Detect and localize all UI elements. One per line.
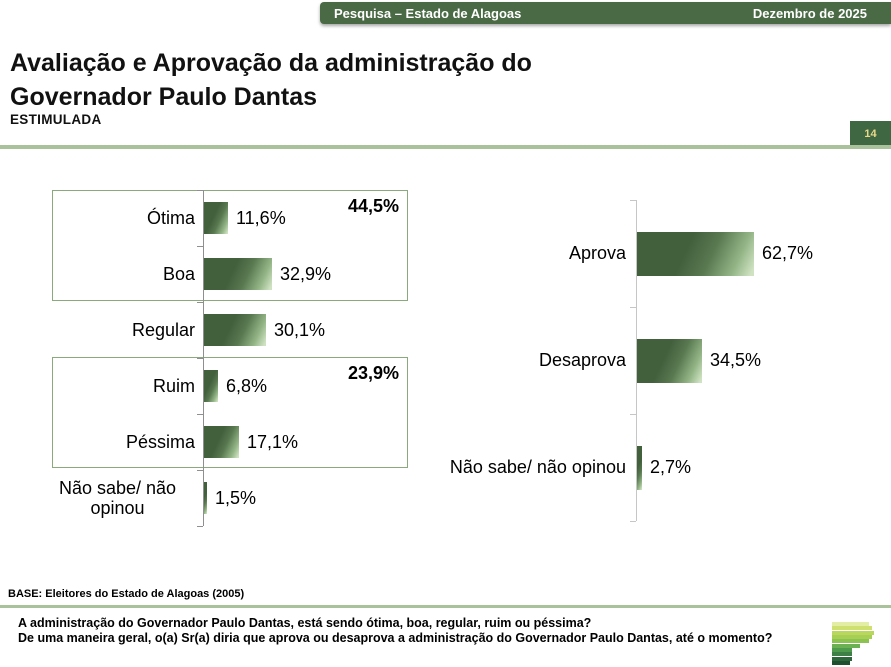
category-label: Péssima <box>125 431 195 452</box>
category-label: Regular <box>131 319 195 340</box>
category-label: Desaprova <box>538 350 626 371</box>
header-bar: Pesquisa – Estado de Alagoas Dezembro de… <box>320 2 891 24</box>
approval-chart: Aprova 62,7% Desaprova 34,5% Não sabe/ não o… <box>440 200 891 522</box>
survey-question-2: De uma maneira geral, o(a) Sr(a) diria q… <box>18 631 773 645</box>
y-axis <box>636 200 637 521</box>
page-title-line1: Avaliação e Aprovação da administração d… <box>10 49 532 77</box>
category-label: Aprova <box>568 243 626 264</box>
logo-bar <box>832 639 869 644</box>
logo-bar <box>832 661 850 666</box>
page-title: Avaliação e Aprovação da administração d… <box>10 46 532 114</box>
value-label: 1,5% <box>215 487 257 508</box>
value-label: 62,7% <box>762 243 814 263</box>
survey-question-1: A administração do Governador Paulo Dant… <box>18 616 592 630</box>
axis-tick <box>197 526 203 527</box>
chart-row: Desaprova 34,5% <box>440 307 891 414</box>
value-label: 30,1% <box>274 319 326 340</box>
value-label: 32,9% <box>280 263 332 284</box>
category-label: Boa <box>162 263 195 284</box>
chart-row: Péssima 17,1% <box>40 414 460 470</box>
axis-tick <box>630 521 636 522</box>
bar <box>637 338 702 383</box>
chart-row: Aprova 62,7% <box>440 200 891 307</box>
chart-row: Regular 30,1% <box>40 302 460 358</box>
logo-bar <box>832 656 852 661</box>
value-label: 6,8% <box>226 375 268 396</box>
base-note: BASE: Eleitores do Estado de Alagoas (20… <box>8 588 245 600</box>
axis-tick <box>630 200 636 201</box>
category-label: Ruim <box>152 375 195 396</box>
value-label: 17,1% <box>247 431 299 452</box>
bar <box>204 314 266 346</box>
bar <box>637 445 642 490</box>
logo-bar <box>832 630 874 635</box>
axis-tick <box>197 246 203 247</box>
axis-tick <box>197 470 203 471</box>
axis-tick <box>197 190 203 191</box>
value-label: 34,5% <box>710 350 762 370</box>
chart-rows: Aprova 62,7% Desaprova 34,5% Não sabe/ não o… <box>440 200 891 521</box>
header-title: Pesquisa – Estado de Alagoas <box>334 5 522 21</box>
value-label: 11,6% <box>236 207 286 228</box>
header-date: Dezembro de 2025 <box>752 5 867 21</box>
chart-row: Não sabe/ não opinou 1,5% <box>40 470 460 526</box>
bar <box>204 370 218 402</box>
category-label: Não sabe/ não opinou <box>449 457 626 478</box>
evaluation-chart: 44,5% 23,9% Ótima 11,6% Boa 32,9% Regular 30,… <box>40 190 460 527</box>
bar <box>204 482 207 514</box>
chart-row: Não sabe/ não opinou 2,7% <box>440 414 891 521</box>
logo-bar <box>832 643 860 648</box>
page-subtitle: ESTIMULADA <box>10 112 102 127</box>
axis-tick <box>197 302 203 303</box>
logo-bar <box>832 622 869 626</box>
category-label: Ótima <box>146 207 195 228</box>
bar <box>637 231 754 276</box>
chart-row: Boa 32,9% <box>40 246 460 302</box>
axis-tick <box>197 358 203 359</box>
chart-rows: Ótima 11,6% Boa 32,9% Regular 30,1% Ruim 6,8% Pé… <box>40 190 460 526</box>
category-label: Não sabe/ não opinou <box>58 477 177 518</box>
top-divider <box>0 145 891 149</box>
page-number: 14 <box>864 127 877 140</box>
y-axis <box>203 190 204 526</box>
page-title-line2: Governador Paulo Dantas <box>10 83 318 111</box>
axis-tick <box>630 307 636 308</box>
footer-divider <box>0 605 891 608</box>
chart-row: Ótima 11,6% <box>40 190 460 246</box>
axis-tick <box>197 414 203 415</box>
logo-bar <box>832 652 852 657</box>
chart-row: Ruim 6,8% <box>40 358 460 414</box>
logo-bar <box>832 635 872 640</box>
bar <box>204 426 239 458</box>
axis-tick <box>630 414 636 415</box>
bar <box>204 202 228 234</box>
page-number-badge: 14 <box>850 121 891 146</box>
bar-chart-logo <box>832 622 874 666</box>
value-label: 2,7% <box>650 457 692 477</box>
bar <box>204 258 272 290</box>
logo-bar <box>832 648 852 653</box>
logo-bar <box>832 626 872 631</box>
